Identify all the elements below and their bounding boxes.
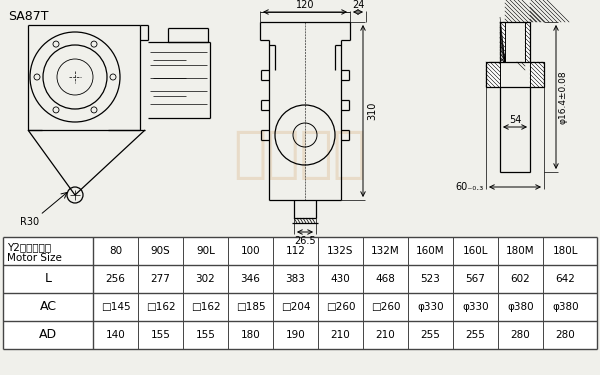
Text: AC: AC	[40, 300, 56, 313]
Text: 一工特传: 一工特传	[233, 128, 367, 182]
Text: 523: 523	[421, 274, 440, 284]
Text: □185: □185	[236, 302, 265, 312]
Text: 310: 310	[367, 102, 377, 120]
Text: φ380: φ380	[507, 302, 534, 312]
Text: 255: 255	[421, 330, 440, 340]
Text: R30: R30	[20, 217, 39, 227]
Bar	[486, 62, 500, 87]
Bar	[3, 237, 597, 349]
Text: 255: 255	[466, 330, 485, 340]
Text: 155: 155	[151, 330, 170, 340]
Text: 280: 280	[511, 330, 530, 340]
Text: 602: 602	[511, 274, 530, 284]
Text: 54: 54	[509, 115, 521, 125]
Bar	[500, 22, 505, 62]
Text: SA87T: SA87T	[8, 10, 49, 23]
Text: 120: 120	[296, 0, 314, 10]
Text: 60₋₀.₃: 60₋₀.₃	[456, 182, 484, 192]
Text: 277: 277	[151, 274, 170, 284]
Text: L: L	[44, 273, 52, 285]
Text: 80: 80	[109, 246, 122, 256]
Text: 90S: 90S	[151, 246, 170, 256]
Text: 430: 430	[331, 274, 350, 284]
Text: 155: 155	[196, 330, 215, 340]
Text: 280: 280	[556, 330, 575, 340]
Text: 642: 642	[556, 274, 575, 284]
Text: 468: 468	[376, 274, 395, 284]
Text: □260: □260	[371, 302, 400, 312]
Text: φ330: φ330	[462, 302, 489, 312]
Text: 180: 180	[241, 330, 260, 340]
Text: φ16.4±0.08: φ16.4±0.08	[559, 70, 568, 124]
Text: 132S: 132S	[327, 246, 354, 256]
Text: 112: 112	[286, 246, 305, 256]
Text: 90L: 90L	[196, 246, 215, 256]
Text: □204: □204	[281, 302, 310, 312]
Text: 160M: 160M	[416, 246, 445, 256]
Bar	[530, 62, 544, 87]
Text: 24: 24	[352, 0, 364, 10]
Text: □260: □260	[326, 302, 355, 312]
Text: 180M: 180M	[506, 246, 535, 256]
Text: Motor Size: Motor Size	[7, 253, 62, 263]
Text: 190: 190	[286, 330, 305, 340]
Text: □145: □145	[101, 302, 130, 312]
Bar	[525, 22, 530, 62]
Text: φ330: φ330	[417, 302, 444, 312]
Text: 383: 383	[286, 274, 305, 284]
Text: □162: □162	[191, 302, 220, 312]
Text: 567: 567	[466, 274, 485, 284]
Text: 160L: 160L	[463, 246, 488, 256]
Text: 302: 302	[196, 274, 215, 284]
Text: AD: AD	[39, 328, 57, 342]
Text: 140: 140	[106, 330, 125, 340]
Text: 100: 100	[241, 246, 260, 256]
Text: 210: 210	[331, 330, 350, 340]
Text: 180L: 180L	[553, 246, 578, 256]
Text: 26.5: 26.5	[294, 236, 316, 246]
Text: Y2电机机座号: Y2电机机座号	[7, 242, 51, 252]
Text: 346: 346	[241, 274, 260, 284]
Text: 210: 210	[376, 330, 395, 340]
Text: □162: □162	[146, 302, 175, 312]
Text: 132M: 132M	[371, 246, 400, 256]
Text: 256: 256	[106, 274, 125, 284]
Text: φ380: φ380	[552, 302, 579, 312]
